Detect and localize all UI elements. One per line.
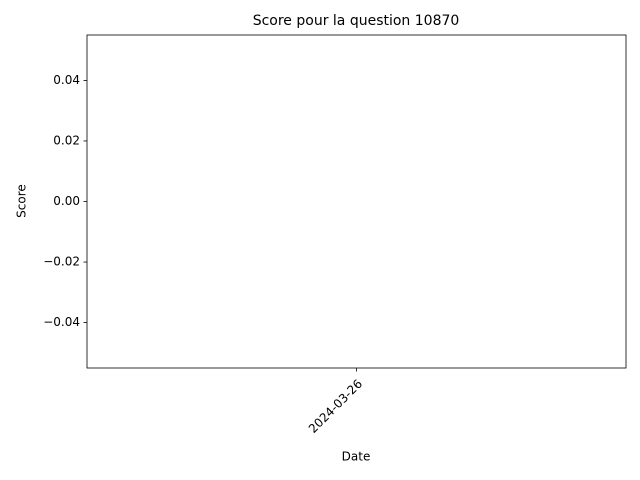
y-axis-label: Score — [15, 184, 29, 218]
y-tick-label: 0.04 — [53, 73, 80, 87]
y-tick-label: −0.04 — [43, 315, 80, 329]
chart-title: Score pour la question 10870 — [253, 13, 460, 29]
x-axis-label: Date — [342, 450, 371, 464]
y-tick-label: 0.00 — [53, 194, 80, 208]
y-tick-label: 0.02 — [53, 133, 80, 147]
y-tick-label: −0.02 — [43, 255, 80, 269]
